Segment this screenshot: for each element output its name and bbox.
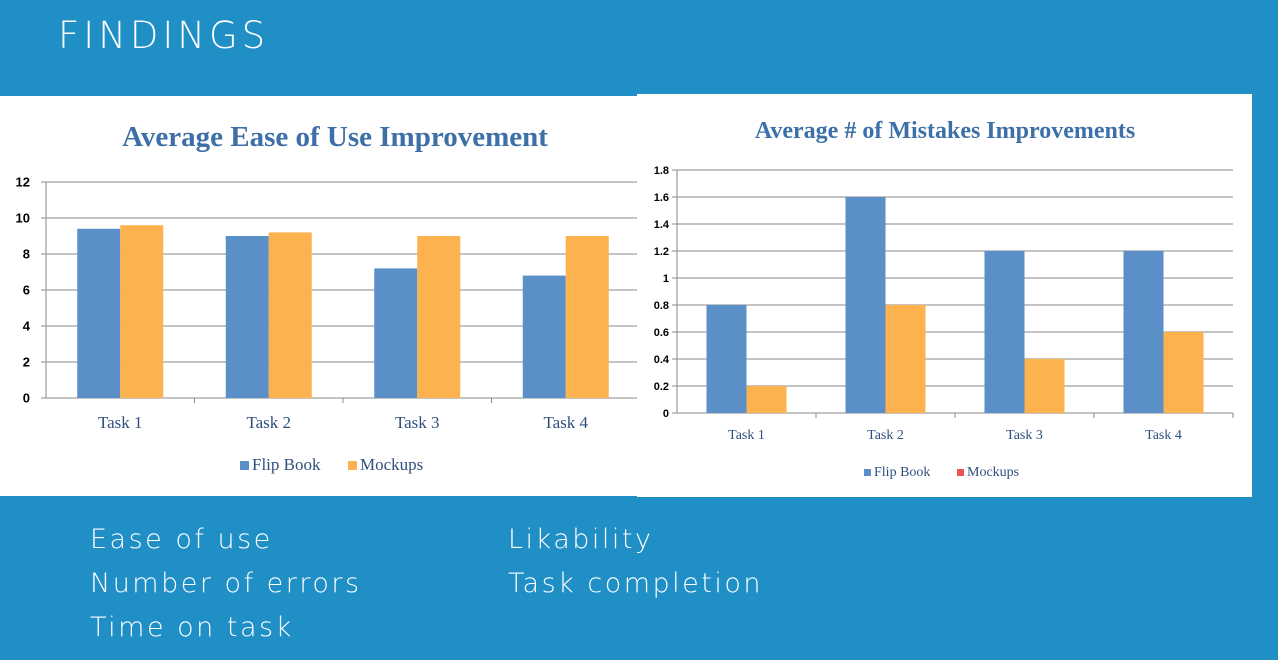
y-tick-label: 1.2 [654, 246, 669, 258]
bar-mockups [120, 225, 164, 398]
ease-of-use-chart-svg: Average Ease of Use Improvement 0 2 4 6 8 10 12… [16, 121, 638, 474]
legend-label: Mockups [967, 465, 1019, 480]
header-band [0, 0, 1278, 94]
x-tick-label: Task 1 [98, 413, 143, 432]
ease-of-use-chart: Average Ease of Use Improvement 0 2 4 6 8 10 12… [0, 96, 638, 496]
y-tick-label: 8 [23, 247, 30, 262]
bullet-item: Number of errors [90, 568, 362, 599]
y-tick-label: 1.6 [654, 192, 669, 204]
legend-label: Flip Book [874, 465, 930, 480]
x-tick-label: Task 2 [867, 428, 904, 443]
y-tick-label: 1.4 [654, 219, 670, 231]
x-tick-label: Task 1 [728, 428, 765, 443]
bar-mockups [268, 232, 312, 398]
x-tick-label: Task 4 [543, 413, 588, 432]
legend-marker [864, 469, 871, 476]
x-tick-label: Task 3 [1006, 428, 1043, 443]
bar-mockups [417, 236, 461, 398]
y-tick-label: 6 [23, 283, 30, 298]
y-tick-label: 2 [23, 355, 30, 370]
y-tick-label: 0.2 [654, 381, 669, 393]
bullet-item: Time on task [90, 612, 294, 643]
bar-flip-book [522, 275, 566, 398]
bullet-item: Ease of use [90, 524, 273, 555]
x-tick-label: Task 2 [246, 413, 291, 432]
bar-flip-book [706, 305, 747, 413]
legend-marker [240, 461, 249, 470]
bar-mockups [1024, 359, 1065, 413]
y-tick-label: 4 [23, 319, 31, 334]
chart-title: Average # of Mistakes Improvements [755, 118, 1135, 144]
bar-flip-book [845, 197, 886, 413]
legend-marker [348, 461, 357, 470]
slide-title: FINDINGS [58, 14, 270, 57]
findings-list-left: Ease of use Number of errors Time on tas… [90, 518, 362, 650]
bar-flip-book [225, 236, 269, 398]
y-tick-label: 12 [16, 175, 30, 190]
bar-flip-book [77, 228, 121, 398]
y-tick-label: 10 [16, 211, 30, 226]
x-tick-label: Task 4 [1145, 428, 1182, 443]
legend-label: Mockups [360, 455, 423, 474]
y-tick-label: 1.8 [654, 165, 669, 177]
mistakes-chart: Average # of Mistakes Improvements 0 0.2 0.… [637, 94, 1252, 497]
findings-list-right: Likability Task completion [508, 518, 763, 606]
y-tick-label: 0.4 [654, 354, 670, 366]
bar-mockups [565, 236, 609, 398]
y-tick-label: 1 [663, 273, 669, 285]
y-tick-label: 0.6 [654, 327, 669, 339]
bar-mockups [1163, 332, 1204, 413]
bullet-item: Likability [508, 524, 654, 555]
chart-title: Average Ease of Use Improvement [122, 121, 548, 153]
bar-flip-book [374, 268, 418, 398]
legend-label: Flip Book [252, 455, 321, 474]
bar-mockups [746, 386, 787, 413]
bar-mockups [885, 305, 926, 413]
mistakes-chart-svg: Average # of Mistakes Improvements 0 0.2 0.… [654, 118, 1234, 480]
y-tick-label: 0.8 [654, 300, 669, 312]
y-tick-label: 0 [663, 408, 669, 420]
y-tick-label: 0 [23, 391, 30, 406]
bar-flip-book [1123, 251, 1164, 413]
bullet-item: Task completion [508, 568, 763, 599]
legend-marker [957, 469, 964, 476]
bar-flip-book [984, 251, 1025, 413]
x-tick-label: Task 3 [395, 413, 440, 432]
